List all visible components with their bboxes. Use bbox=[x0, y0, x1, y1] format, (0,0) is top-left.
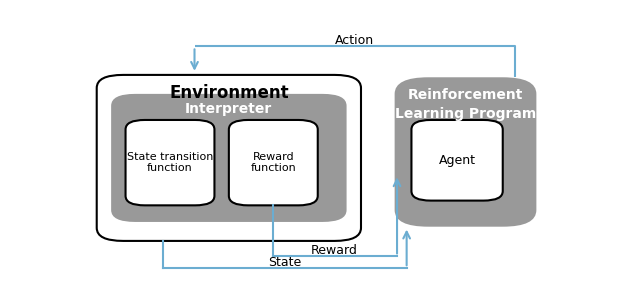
FancyBboxPatch shape bbox=[394, 77, 536, 227]
Text: Agent: Agent bbox=[438, 154, 476, 167]
Text: Action: Action bbox=[335, 34, 374, 47]
FancyBboxPatch shape bbox=[97, 75, 361, 241]
FancyBboxPatch shape bbox=[229, 120, 317, 205]
Text: Reward
function: Reward function bbox=[250, 152, 296, 173]
Text: State transition
function: State transition function bbox=[127, 152, 213, 173]
FancyBboxPatch shape bbox=[111, 94, 347, 222]
Text: Environment: Environment bbox=[169, 84, 289, 102]
Text: Reinforcement
Learning Program: Reinforcement Learning Program bbox=[395, 88, 536, 121]
Text: Interpreter: Interpreter bbox=[185, 102, 272, 116]
FancyBboxPatch shape bbox=[412, 120, 503, 201]
FancyBboxPatch shape bbox=[125, 120, 215, 205]
Text: State: State bbox=[268, 256, 301, 269]
Text: Reward: Reward bbox=[311, 244, 357, 257]
